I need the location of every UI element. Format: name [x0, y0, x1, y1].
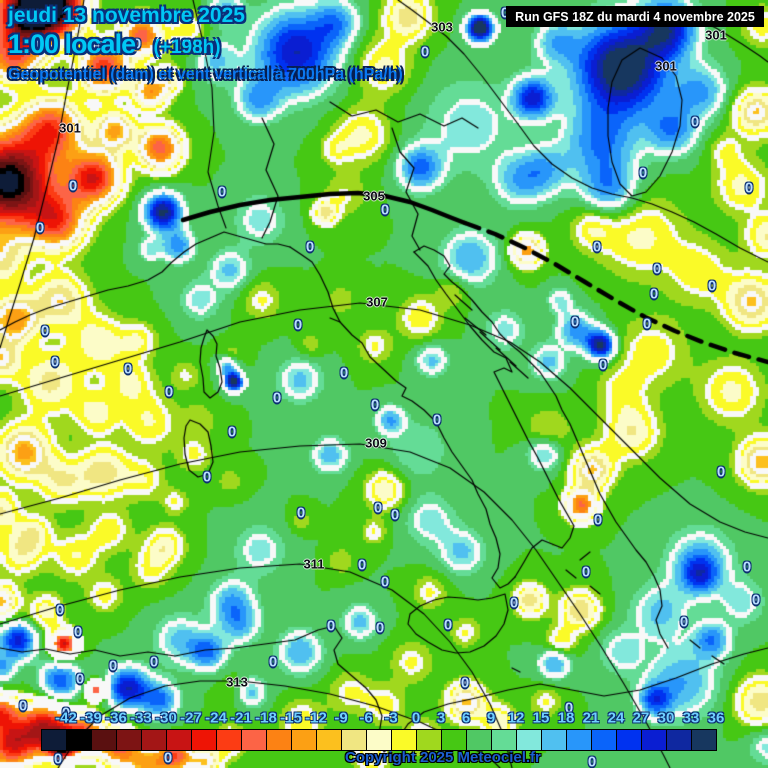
colorbar-cell [241, 729, 267, 751]
colorbar-cell [466, 729, 492, 751]
colorbar-cell [141, 729, 167, 751]
colorbar-cell [566, 729, 592, 751]
colorbar-cell [591, 729, 617, 751]
colorbar-cell [616, 729, 642, 751]
colorbar-cell [216, 729, 242, 751]
map-header: jeudi 13 novembre 2025 1:00 locale (+198… [8, 4, 403, 84]
colorbar-cell [691, 729, 717, 751]
colorbar-cell [341, 729, 367, 751]
colorbar-cell [66, 729, 92, 751]
colorbar-cell [516, 729, 542, 751]
colorbar-cell [91, 729, 117, 751]
model-run-banner: Run GFS 18Z du mardi 4 novembre 2025 [506, 6, 764, 27]
copyright-label: Copyright 2025 Meteociel.fr [345, 749, 541, 766]
model-run-label: Run GFS 18Z du mardi 4 novembre 2025 [515, 9, 755, 24]
map-title: Geopotentiel (dam) et vent vertical à 70… [8, 66, 403, 83]
colorbar-cell [266, 729, 292, 751]
colorbar-cell [641, 729, 667, 751]
colorbar-cell [366, 729, 392, 751]
colorbar-cell [291, 729, 317, 751]
forecast-hour-offset: (+198h) [153, 37, 221, 58]
forecast-local-time: 1:00 locale [8, 29, 136, 59]
colorbar-cell [416, 729, 442, 751]
colorbar-cell [391, 729, 417, 751]
forecast-time-row: 1:00 locale (+198h) [8, 29, 403, 60]
colorbar-cell [116, 729, 142, 751]
forecast-date: jeudi 13 novembre 2025 [8, 4, 245, 27]
colorbar-cell [191, 729, 217, 751]
colorbar-cell [541, 729, 567, 751]
colorbar-cell [666, 729, 692, 751]
colorbar-cell [316, 729, 342, 751]
colorbar-cell [166, 729, 192, 751]
colorbar-cell [41, 729, 67, 751]
colorbar-cell [441, 729, 467, 751]
colorbar-cell [491, 729, 517, 751]
